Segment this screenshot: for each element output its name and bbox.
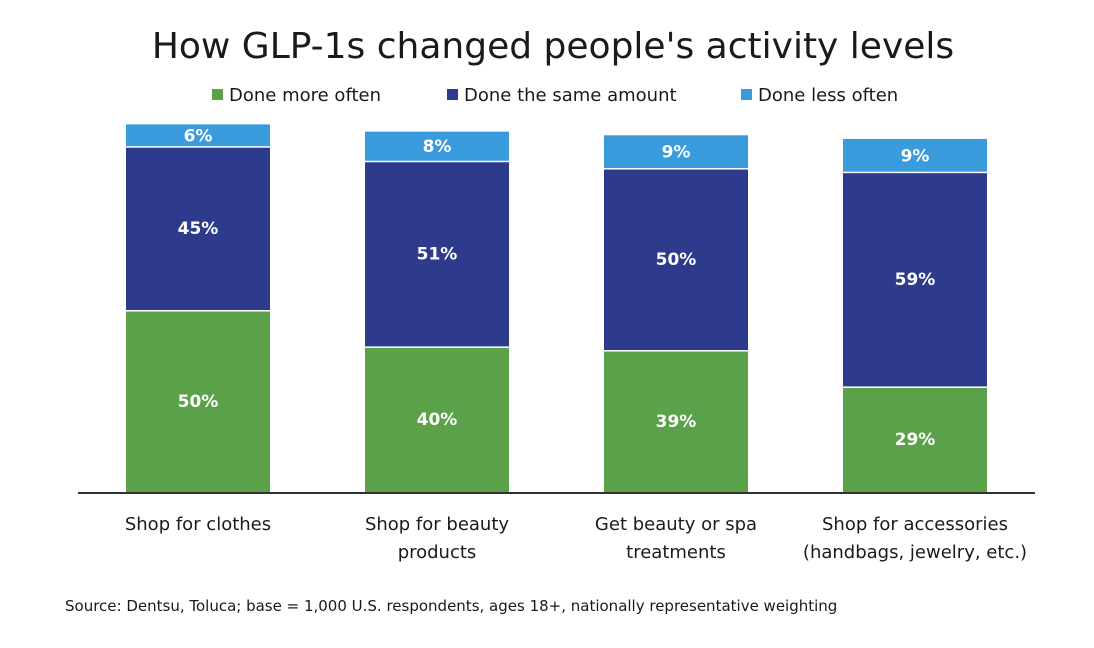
bar-segment-4-2 bbox=[843, 173, 987, 387]
value-labels: 50% 45% 6% 40% 51% 8% 39% 50% 9% 29% 59% 9% bbox=[178, 126, 936, 450]
data-label-4-1: 29% bbox=[895, 430, 936, 450]
data-label-2-3: 8% bbox=[423, 137, 452, 157]
data-label-3-2: 50% bbox=[656, 250, 697, 270]
category-label-2-line-1: Shop for beauty bbox=[365, 514, 509, 535]
bar-segment-3-1 bbox=[604, 351, 748, 492]
bars bbox=[126, 124, 987, 492]
category-label-4-line-2: (handbags, jewelry, etc.) bbox=[803, 542, 1027, 563]
legend-label-1: Done more often bbox=[229, 85, 381, 106]
legend-label-2: Done the same amount bbox=[464, 85, 677, 106]
data-label-1-1: 50% bbox=[178, 392, 219, 412]
bar-segment-1-1 bbox=[126, 311, 270, 492]
legend-label-3: Done less often bbox=[758, 85, 898, 106]
data-label-4-3: 9% bbox=[901, 146, 930, 166]
data-label-1-2: 45% bbox=[178, 219, 219, 239]
data-label-4-2: 59% bbox=[895, 270, 936, 290]
bar-segment-2-2 bbox=[365, 162, 509, 347]
category-labels: Shop for clothes Shop for beauty products G… bbox=[125, 514, 1027, 563]
category-label-4-line-1: Shop for accessories bbox=[822, 514, 1008, 535]
data-label-2-2: 51% bbox=[417, 245, 458, 265]
category-label-3-line-2: treatments bbox=[626, 542, 726, 563]
category-label-3-line-1: Get beauty or spa bbox=[595, 514, 757, 535]
data-label-3-3: 9% bbox=[662, 143, 691, 163]
bar-segment-1-2 bbox=[126, 147, 270, 310]
data-label-2-1: 40% bbox=[417, 410, 458, 430]
source-note: Source: Dentsu, Toluca; base = 1,000 U.S… bbox=[65, 597, 837, 615]
bar-segment-2-1 bbox=[365, 347, 509, 492]
legend-swatch-2 bbox=[447, 89, 458, 100]
legend-swatch-3 bbox=[741, 89, 752, 100]
chart-title: How GLP-1s changed people's activity lev… bbox=[152, 26, 954, 67]
legend-swatch-1 bbox=[212, 89, 223, 100]
data-label-1-3: 6% bbox=[184, 126, 213, 146]
category-label-1-line-1: Shop for clothes bbox=[125, 514, 271, 535]
data-label-3-1: 39% bbox=[656, 412, 697, 432]
bar-segment-4-3 bbox=[843, 138, 987, 172]
bar-segment-2-3 bbox=[365, 131, 509, 161]
legend: Done more often Done the same amount Done … bbox=[212, 85, 898, 106]
category-label-2-line-2: products bbox=[398, 542, 477, 563]
bar-segment-4-1 bbox=[843, 387, 987, 492]
bar-segment-3-3 bbox=[604, 135, 748, 169]
bar-segment-1-3 bbox=[126, 124, 270, 147]
bar-segment-3-2 bbox=[604, 169, 748, 351]
